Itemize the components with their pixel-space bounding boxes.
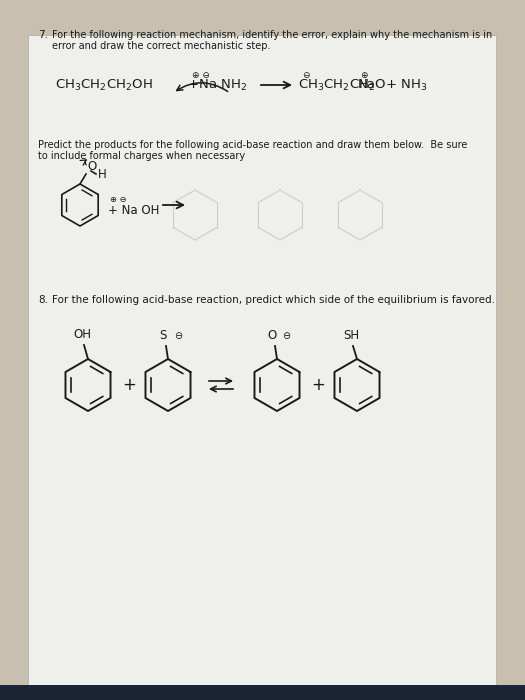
Text: to include formal charges when necessary: to include formal charges when necessary [38,151,245,161]
Text: +: + [122,376,136,394]
Text: ⊖: ⊖ [282,331,290,341]
Text: For the following reaction mechanism, identify the error, explain why the mechan: For the following reaction mechanism, id… [52,30,492,40]
Text: +: + [311,376,325,394]
Text: O: O [87,160,96,173]
Text: SH: SH [343,329,359,342]
Text: OH: OH [73,328,91,341]
Text: O: O [267,329,277,342]
Text: Predict the products for the following acid-base reaction and draw them below.  : Predict the products for the following a… [38,140,467,150]
Text: 8.: 8. [38,295,48,305]
Text: $\mathregular{+\ NH_3}$: $\mathregular{+\ NH_3}$ [385,78,427,92]
Text: Na: Na [358,78,376,92]
FancyBboxPatch shape [28,35,496,685]
Text: H: H [98,167,107,181]
Text: ⊖: ⊖ [302,71,310,80]
Text: ⊕ ⊖: ⊕ ⊖ [110,195,127,204]
Text: $\mathregular{CH_3CH_2CH_2OH}$: $\mathregular{CH_3CH_2CH_2OH}$ [55,78,153,92]
FancyBboxPatch shape [0,685,525,700]
Text: For the following acid-base reaction, predict which side of the equilibrium is f: For the following acid-base reaction, pr… [52,295,495,305]
Text: S: S [159,329,167,342]
Text: ⊖: ⊖ [174,331,182,341]
Text: 7.: 7. [38,30,48,40]
Text: ⊕ ⊖: ⊕ ⊖ [192,71,210,80]
Text: ⊕: ⊕ [360,71,368,80]
Text: $\mathregular{CH_3CH_2CH_2O}$: $\mathregular{CH_3CH_2CH_2O}$ [298,78,386,92]
Text: + Na OH: + Na OH [108,204,160,216]
Text: $\mathregular{+Na\ NH_2}$: $\mathregular{+Na\ NH_2}$ [187,78,247,92]
Text: error and draw the correct mechanistic step.: error and draw the correct mechanistic s… [52,41,270,51]
